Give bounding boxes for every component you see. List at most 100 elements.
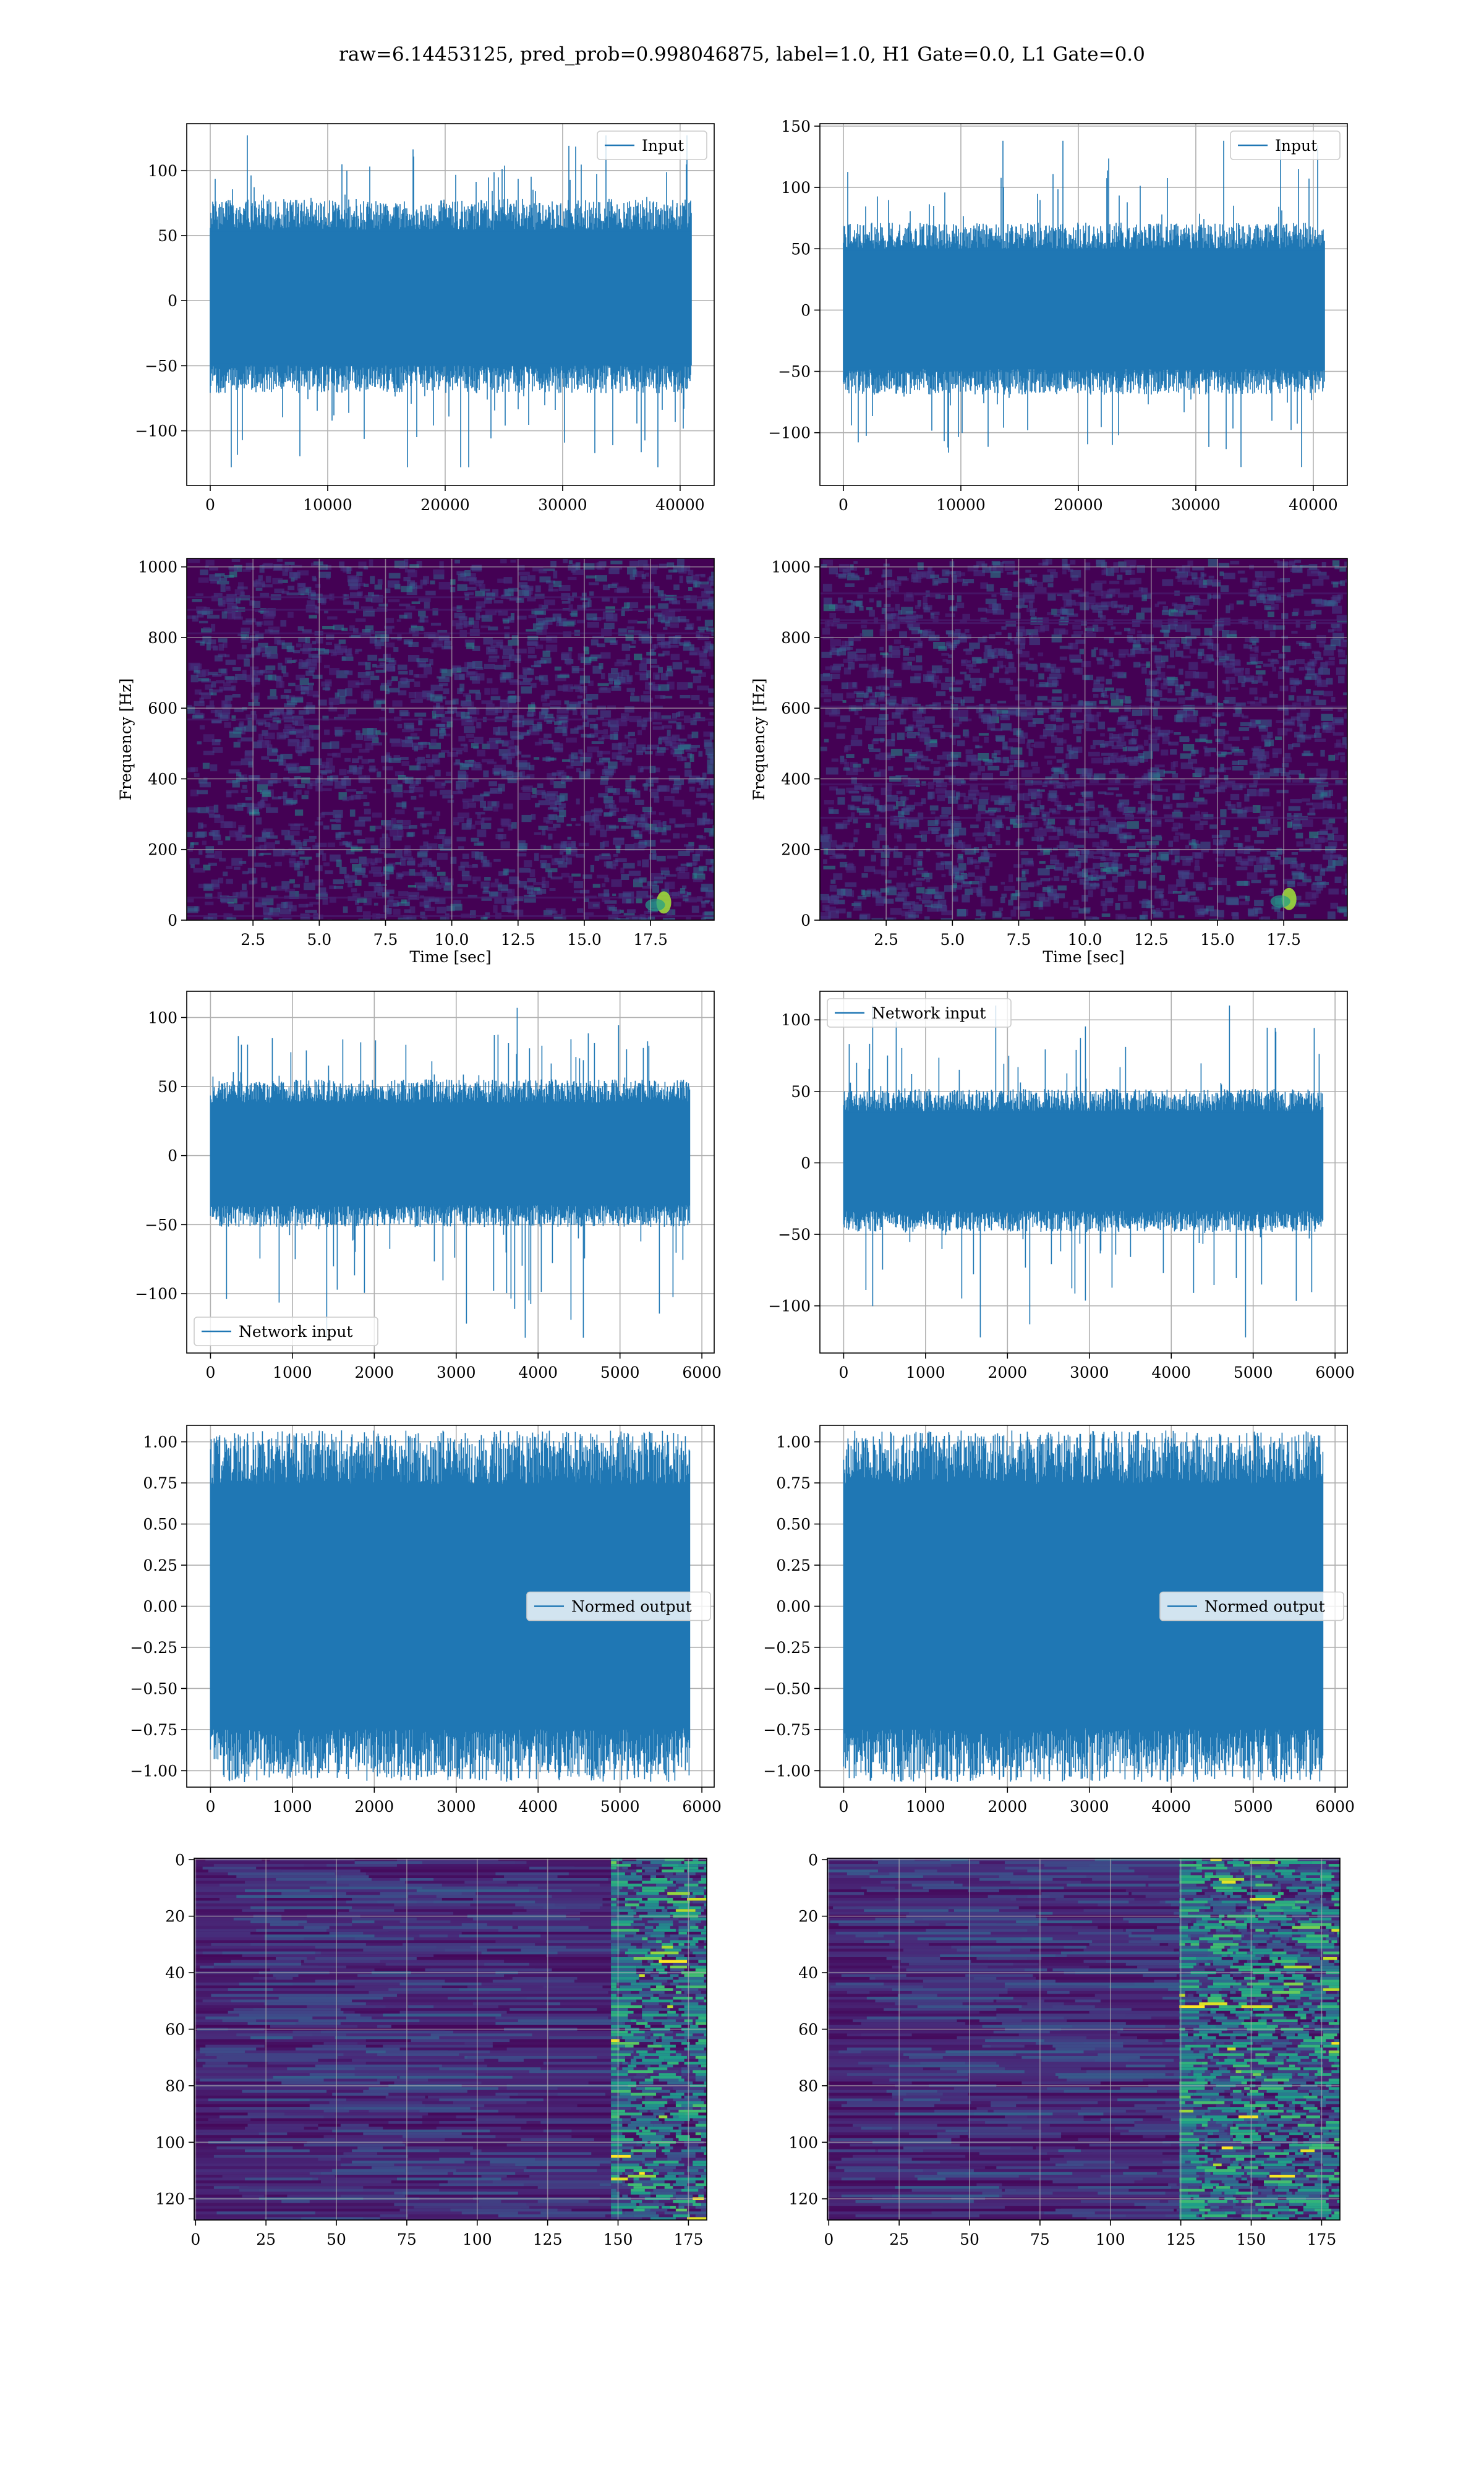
l1-spectrogram-x-tick-label: 10.0 — [1068, 931, 1102, 949]
h1-feature-map-x-tick-label: 50 — [326, 2231, 346, 2248]
l1-feature-map-x-tick-label: 75 — [1030, 2231, 1050, 2248]
h1-input-y-tick-label: 100 — [148, 162, 177, 180]
l1-input-y-tick-label: −50 — [778, 363, 811, 381]
l1-normed-output-legend-label: Normed output — [1205, 1598, 1325, 1616]
h1-normed-output-x-tick-label: 5000 — [600, 1798, 640, 1816]
h1-feature-map-x-tick-label: 150 — [603, 2231, 633, 2248]
l1-network-input-x-tick-label: 6000 — [1315, 1364, 1355, 1381]
h1-input-y-tick-label: −50 — [145, 357, 177, 375]
h1-normed-output-y-tick-label: −0.25 — [130, 1639, 177, 1657]
l1-spectrogram-x-tick-label: 5.0 — [940, 931, 965, 949]
l1-spectrogram-xlabel: Time [sec] — [1043, 948, 1124, 966]
h1-normed-output-x-tick-label: 0 — [205, 1798, 215, 1816]
h1-normed-output-x-tick-label: 1000 — [273, 1798, 312, 1816]
l1-spectrogram-x-tick-label: 15.0 — [1200, 931, 1235, 949]
h1-feature-map-x-tick-label: 175 — [674, 2231, 704, 2248]
l1-normed-output-y-tick-label: 1.00 — [776, 1433, 811, 1451]
h1-feature-map-cells — [194, 1858, 735, 2220]
l1-input-x-tick-label: 40000 — [1289, 496, 1338, 514]
l1-input-y-tick-label: −100 — [768, 424, 811, 442]
h1-input-x-tick-label: 30000 — [538, 496, 587, 514]
h1-normed-output-y-tick-label: 0.75 — [143, 1474, 177, 1492]
l1-spectrogram-x-tick-label: 7.5 — [1007, 931, 1031, 949]
l1-network-input-x-tick-label: 2000 — [988, 1364, 1028, 1381]
h1-spectrogram-x-tick-label: 12.5 — [501, 931, 535, 949]
l1-spectrogram-x-tick-label: 2.5 — [874, 931, 898, 949]
l1-normed-output-y-tick-label: −0.50 — [763, 1680, 811, 1697]
l1-feature-map-y-tick-label: 120 — [788, 2190, 818, 2208]
l1-normed-output-y-tick-label: 0.00 — [776, 1598, 811, 1616]
l1-spectrogram-y-tick-label: 200 — [781, 841, 811, 859]
l1-network-input-y-tick-label: 100 — [781, 1011, 811, 1029]
h1-network-input-series-core — [210, 1104, 689, 1204]
l1-normed-output-x-tick-label: 0 — [838, 1798, 848, 1816]
h1-normed-output-y-tick-label: −0.75 — [130, 1721, 177, 1739]
h1-spectrogram-x-tick-label: 2.5 — [241, 931, 265, 949]
l1-network-input-x-tick-label: 5000 — [1234, 1364, 1273, 1381]
h1-network-input-legend: Network input — [194, 1317, 378, 1346]
h1-spectrogram-x-tick-label: 5.0 — [307, 931, 331, 949]
h1-spectrogram-y-tick-label: 800 — [148, 629, 177, 647]
l1-spectrogram-x-tick-label: 17.5 — [1266, 931, 1301, 949]
h1-feature-map-y-tick-label: 120 — [155, 2190, 185, 2208]
l1-network-input-series-core — [843, 1112, 1323, 1210]
l1-normed-output-y-tick-label: 0.50 — [776, 1516, 811, 1534]
h1-feature-map-x-tick-label: 75 — [397, 2231, 417, 2248]
l1-spectrogram-y-tick-label: 1000 — [771, 558, 811, 576]
l1-input-y-tick-label: 50 — [791, 240, 811, 258]
l1-input-x-tick-label: 0 — [838, 496, 848, 514]
h1-feature-map-y-tick-label: 0 — [175, 1851, 185, 1869]
l1-network-input-y-tick-label: 50 — [791, 1083, 811, 1101]
l1-network-input-legend-label: Network input — [872, 1004, 986, 1022]
l1-feature-map-x-tick-label: 150 — [1237, 2231, 1266, 2248]
l1-input-legend-label: Input — [1275, 137, 1317, 155]
h1-network-input-legend-label: Network input — [239, 1323, 352, 1341]
h1-network-input-x-tick-label: 6000 — [682, 1364, 722, 1381]
l1-input-legend: Input — [1230, 131, 1340, 160]
h1-normed-output-x-tick-label: 6000 — [682, 1798, 722, 1816]
l1-feature-map-x-tick-label: 100 — [1096, 2231, 1125, 2248]
l1-normed-output-legend: Normed output — [1160, 1592, 1344, 1621]
l1-spectrogram-y-tick-label: 400 — [781, 770, 811, 788]
h1-feature-map-x-tick-label: 125 — [533, 2231, 563, 2248]
l1-network-input-x-tick-label: 3000 — [1070, 1364, 1109, 1381]
h1-input-legend: Input — [597, 131, 707, 160]
h1-normed-output-x-tick-label: 2000 — [355, 1798, 394, 1816]
h1-input-x-tick-label: 40000 — [655, 496, 705, 514]
h1-spectrogram-y-tick-label: 200 — [148, 841, 177, 859]
l1-normed-output-y-tick-label: −0.25 — [763, 1639, 811, 1657]
l1-feature-map-cells — [827, 1858, 1368, 2220]
h1-spectrogram-ylabel: Frequency [Hz] — [117, 678, 135, 801]
l1-feature-map-y-tick-label: 100 — [788, 2133, 818, 2151]
l1-spectrogram-x-tick-label: 12.5 — [1134, 931, 1169, 949]
l1-spectrogram-y-tick-label: 600 — [781, 699, 811, 717]
l1-feature-map-x-tick-label: 125 — [1166, 2231, 1196, 2248]
h1-normed-output-y-tick-label: 0.25 — [143, 1556, 177, 1574]
l1-spectrogram-ylabel: Frequency [Hz] — [750, 678, 768, 801]
l1-feature-map-x-tick-label: 0 — [824, 2231, 834, 2248]
h1-feature-map-x-tick-label: 25 — [256, 2231, 276, 2248]
l1-feature-map-y-tick-label: 20 — [798, 1908, 818, 1926]
h1-network-input-x-tick-label: 2000 — [355, 1364, 394, 1381]
h1-network-input-y-tick-label: 0 — [168, 1147, 177, 1165]
l1-network-input-x-tick-label: 1000 — [906, 1364, 945, 1381]
l1-normed-output-x-tick-label: 5000 — [1234, 1798, 1273, 1816]
l1-normed-output-y-tick-label: 0.75 — [776, 1474, 811, 1492]
h1-spectrogram-y-tick-label: 1000 — [138, 558, 177, 576]
l1-feature-map-x-tick-label: 25 — [889, 2231, 909, 2248]
h1-network-input-y-tick-label: 50 — [158, 1078, 177, 1096]
l1-network-input-x-tick-label: 4000 — [1151, 1364, 1191, 1381]
l1-feature-map-y-tick-label: 40 — [798, 1964, 818, 1982]
h1-network-input-x-tick-label: 0 — [205, 1364, 215, 1381]
h1-input-series-core — [210, 232, 691, 364]
h1-spectrogram-x-tick-label: 10.0 — [435, 931, 469, 949]
h1-normed-output-y-tick-label: 0.50 — [143, 1516, 177, 1534]
l1-normed-output-x-tick-label: 2000 — [988, 1798, 1028, 1816]
